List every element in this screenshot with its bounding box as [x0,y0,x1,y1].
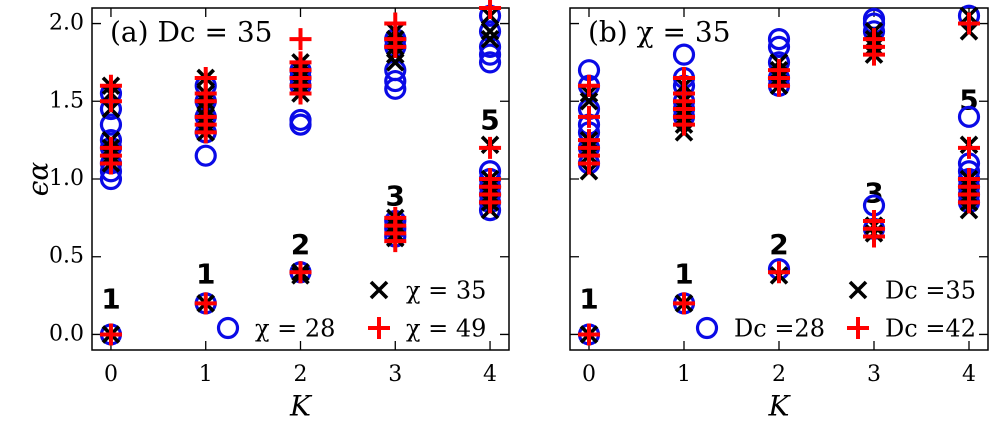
marker-plus [384,12,407,35]
degeneracy-label: 2 [291,228,310,261]
marker-plus [289,261,312,284]
y-axis-label: ϵα [22,162,55,197]
degeneracy-label: 1 [674,257,693,290]
degeneracy-label: 1 [101,282,120,315]
marker-plus [99,74,122,97]
marker-plus [673,66,695,89]
marker-plus [578,105,600,128]
legend-label: χ = 35 [406,277,486,305]
marker-cross [480,29,500,49]
marker-plus [289,51,312,74]
x-tick-label: 3 [867,362,881,387]
marker-plus [368,317,390,339]
x-tick-label: 2 [772,362,786,387]
x-tick-label: 1 [677,362,691,387]
marker-plus [958,136,980,159]
marker-plus [99,323,122,346]
marker-plus [863,28,885,51]
marker-circle [216,316,240,340]
marker-plus [673,292,695,315]
degeneracy-label: 2 [769,228,788,261]
legend-label: Dc =42 [885,315,976,343]
x-tick-label: 0 [104,362,118,387]
x-tick-label: 1 [199,362,213,387]
y-tick-label: 1.0 [49,166,84,191]
marker-circle [672,43,696,66]
panel-title: (b) χ = 35 [588,16,731,49]
panel-title: (a) Dc = 35 [110,16,272,49]
x-tick-label: 4 [962,362,976,387]
marker-plus [578,74,600,97]
marker-circle [767,27,791,51]
marker-plus [289,28,312,51]
x-axis-label: K [768,390,792,423]
marker-plus [958,12,980,35]
marker-plus [194,66,217,89]
legend-label: χ = 28 [255,315,335,343]
marker-cross [369,280,389,300]
marker-circle [194,144,217,167]
panel: 0 1 2 3 4 0.0 0.5 1.0 1.5 2.0 (a) Dc = 35 Kϵα 1 1 2 3 5 χ… [22,0,510,423]
degeneracy-label: 3 [386,180,405,213]
marker-plus [578,323,600,346]
marker-circle [478,43,502,66]
y-tick-label: 0.0 [49,321,84,346]
marker-circle [957,105,981,128]
y-tick-label: 0.5 [49,244,84,269]
marker-plus [99,136,122,159]
marker-plus [479,0,502,19]
degeneracy-label: 1 [196,257,215,290]
x-tick-label: 0 [582,362,596,387]
marker-circle [289,108,312,132]
degeneracy-label: 1 [579,282,598,315]
y-tick-label: 1.5 [49,88,84,113]
marker-plus [479,168,502,190]
x-axis-label: K [289,390,313,423]
marker-plus [479,136,502,159]
marker-cross [480,22,500,41]
legend-label: Dc =28 [734,315,825,343]
x-tick-label: 2 [294,362,308,387]
marker-circle [384,69,407,93]
marker-circle [695,316,719,340]
marker-cross [579,91,599,111]
marker-plus [958,168,980,190]
marker-plus [863,209,885,232]
degeneracy-label: 5 [480,103,499,136]
x-tick-label: 3 [388,362,402,387]
marker-cross [848,280,868,300]
marker-plus [768,59,790,82]
marker-plus [578,129,600,152]
x-tick-label: 4 [483,362,497,387]
legend-label: Dc =35 [885,277,976,305]
marker-plus [847,317,869,339]
degeneracy-label: 3 [864,177,883,210]
marker-plus [384,206,407,229]
marker-circle [99,113,123,136]
y-tick-label: 2.0 [49,11,84,36]
marker-cross [386,53,405,72]
marker-plus [194,292,217,315]
marker-circle [478,51,502,74]
legend-label: χ = 49 [406,315,486,343]
marker-plus [768,261,790,284]
marker-circle [767,35,791,58]
